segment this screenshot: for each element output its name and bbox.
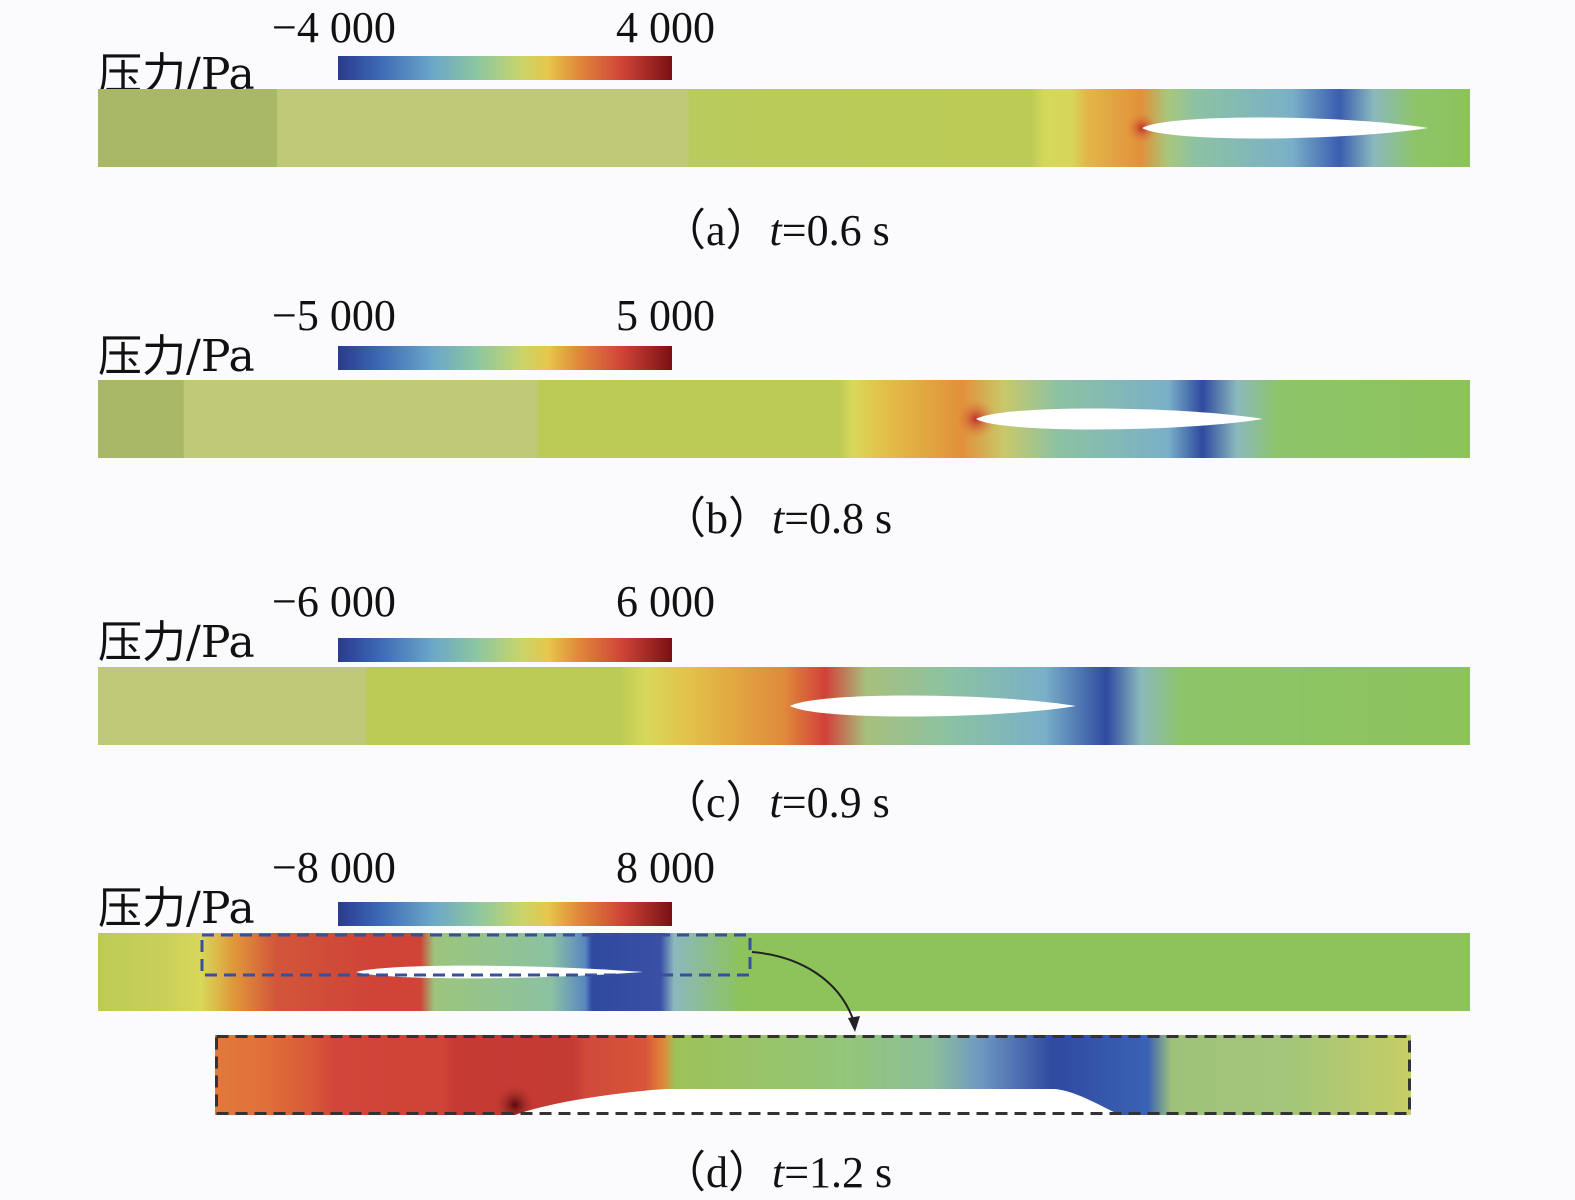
colorbar	[338, 56, 672, 80]
caption: （a）t=0.6 s	[662, 194, 890, 258]
colorbar-max-label: 4 000	[616, 3, 715, 52]
colorbar	[338, 902, 672, 926]
colorbar-max-label: 8 000	[616, 843, 715, 892]
caption-value: =1.2 s	[784, 1148, 893, 1197]
caption-value: =0.8 s	[784, 494, 893, 543]
caption: （b）t=0.8 s	[662, 482, 892, 546]
caption-value: =0.6 s	[781, 206, 890, 255]
pressure-field	[98, 667, 1470, 745]
pressure-field	[98, 933, 1470, 1011]
caption-prefix: （c）	[662, 778, 770, 827]
colorbar-title: 压力/Pa	[98, 331, 255, 382]
caption-prefix: （a）	[662, 206, 770, 255]
pressure-field	[98, 380, 1470, 458]
colorbar-min-label: −5 000	[272, 291, 396, 340]
colorbar-min-label: −4 000	[272, 3, 396, 52]
caption-prefix: （b）	[662, 494, 772, 543]
colorbar-max-label: 5 000	[616, 291, 715, 340]
zoom-inset	[215, 1035, 1411, 1127]
caption-variable: t	[769, 206, 782, 255]
caption-variable: t	[772, 494, 785, 543]
pressure-field	[98, 89, 1470, 167]
caption-prefix: （d）	[662, 1148, 772, 1197]
colorbar	[338, 346, 672, 370]
colorbar	[338, 638, 672, 662]
zoom-arrow	[751, 951, 860, 1032]
colorbar-title: 压力/Pa	[98, 617, 255, 668]
colorbar-title: 压力/Pa	[98, 883, 255, 934]
caption-value: =0.9 s	[781, 778, 890, 827]
caption-variable: t	[772, 1148, 785, 1197]
caption-variable: t	[769, 778, 782, 827]
colorbar-max-label: 6 000	[616, 577, 715, 626]
caption: （d）t=1.2 s	[662, 1136, 892, 1200]
caption: （c）t=0.9 s	[662, 766, 890, 830]
colorbar-min-label: −6 000	[272, 577, 396, 626]
colorbar-min-label: −8 000	[272, 843, 396, 892]
